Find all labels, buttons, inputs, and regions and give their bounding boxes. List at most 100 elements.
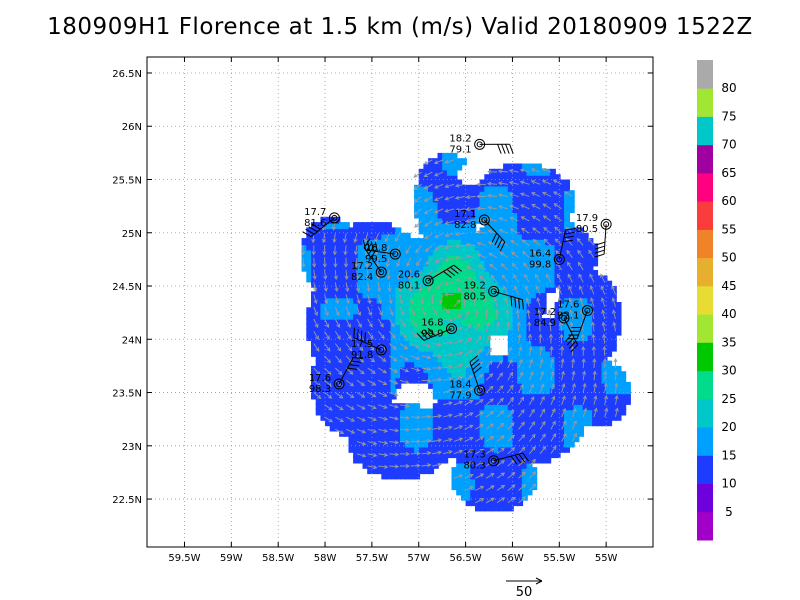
colorbar-label: 20: [721, 420, 736, 434]
colorbar-label: 65: [721, 166, 736, 180]
colorbar-swatch: [697, 370, 713, 400]
station-temperature: 17.9: [576, 213, 598, 224]
longitude-tick-label: 56W: [501, 553, 524, 564]
station-humidity: 99.8: [529, 259, 551, 270]
colorbar-label: 70: [721, 138, 736, 152]
colorbar-swatch: [697, 172, 713, 202]
station-temperature: 18.2: [449, 133, 471, 144]
station-marker: 18.477.9: [449, 355, 486, 401]
latitude-tick-label: 22.5N: [112, 495, 142, 506]
station-humidity: 92.1: [557, 311, 579, 322]
station-temperature: 17.6: [309, 373, 331, 384]
station-marker: 17.698.3: [309, 357, 364, 395]
colorbar-swatch: [697, 483, 713, 513]
station-marker: 17.980.5: [576, 213, 612, 258]
station-humidity: 98.3: [309, 384, 331, 395]
station-marker: 17.182.8: [454, 209, 506, 252]
colorbar: 5 10 15 20 25 30 35 40 45 50 55 60 65 70 75 80: [697, 60, 737, 541]
longitude-tick-label: 55W: [595, 553, 618, 564]
station-humidity: 82.4: [351, 272, 373, 283]
station-humidity: 79.1: [449, 144, 471, 155]
station-humidity: 99.5: [365, 254, 387, 265]
station-temperature: 18.4: [449, 379, 471, 390]
longitude-tick-label: 57.5W: [356, 553, 388, 564]
longitude-tick-label: 56.5W: [450, 553, 482, 564]
longitude-tick-label: 59W: [220, 553, 243, 564]
station-humidity: 82.8: [454, 220, 476, 231]
latitude-tick-label: 26N: [122, 122, 142, 133]
map-frame: [146, 56, 654, 548]
colorbar-label: 40: [721, 307, 736, 321]
longitude-tick-label: 58W: [314, 553, 337, 564]
latitude-tick-label: 25N: [122, 229, 142, 240]
station-marker: 17.282.4: [351, 239, 387, 283]
station-humidity: 80.5: [576, 224, 598, 235]
colorbar-swatch: [697, 398, 713, 428]
latitude-tick-label: 26.5N: [112, 69, 142, 80]
colorbar-swatch: [697, 201, 713, 230]
colorbar-label: 5: [725, 505, 733, 519]
colorbar-label: 55: [721, 222, 736, 236]
colorbar-label: 10: [721, 477, 736, 491]
colorbar-label: 45: [721, 279, 736, 293]
colorbar-swatch: [697, 116, 713, 146]
station-humidity: 80.5: [463, 291, 485, 302]
station-temperature: 16.4: [529, 248, 551, 259]
station-temperature: 16.8: [421, 318, 443, 329]
map-title: 180909H1 Florence at 1.5 km (m/s) Valid …: [47, 14, 753, 40]
station-temperature: 20.6: [398, 270, 420, 281]
station-temperature: 17.5: [351, 339, 373, 350]
station-temperature: 17.2: [351, 261, 373, 272]
longitude-tick-label: 55.5W: [543, 553, 575, 564]
colorbar-swatch: [697, 285, 713, 315]
station-marker: 17.692.1: [557, 300, 593, 340]
station-marker: 16.499.8: [529, 228, 576, 270]
station-temperature: 17.2: [534, 307, 556, 318]
station-marker: 20.680.1: [398, 264, 463, 292]
colorbar-swatch: [697, 60, 713, 89]
station-humidity: 80.3: [463, 461, 485, 472]
colorbar-swatch: [697, 511, 713, 541]
colorbar-swatch: [697, 314, 713, 343]
scale-arrow-label: 50: [516, 585, 533, 600]
station-humidity: 99.9: [421, 329, 443, 340]
colorbar-label: 50: [721, 251, 736, 265]
colorbar-label: 35: [721, 335, 736, 349]
station-marker: 17.591.8: [351, 327, 387, 361]
station-temperature: 17.7: [304, 207, 326, 218]
station-humidity: 84.9: [534, 318, 556, 329]
station-marker: 16.899.9: [416, 318, 458, 341]
colorbar-label: 75: [721, 110, 736, 124]
colorbar-label: 60: [721, 194, 736, 208]
colorbar-label: 30: [721, 364, 736, 378]
latitude-tick-label: 23N: [122, 442, 142, 453]
colorbar-swatch: [697, 427, 713, 456]
colorbar-label: 15: [721, 448, 736, 462]
station-humidity: 77.9: [449, 390, 471, 401]
colorbar-swatch: [697, 257, 713, 287]
station-humidity: 81.6: [304, 218, 326, 229]
latitude-axis: 26.5N 26N 25.5N 25N 24.5N 24N 23.5N 23N 22.5N: [112, 69, 653, 506]
station-humidity: 91.8: [351, 350, 373, 361]
station-temperature: 16.8: [365, 243, 387, 254]
longitude-tick-label: 58.5W: [262, 553, 294, 564]
colorbar-swatch: [697, 455, 713, 484]
colorbar-swatch: [697, 229, 713, 259]
station-temperature: 17.1: [454, 209, 476, 220]
latitude-tick-label: 25.5N: [112, 176, 142, 187]
longitude-tick-label: 59.5W: [168, 553, 200, 564]
latitude-tick-label: 24N: [122, 335, 142, 346]
longitude-axis: 59.5W 59W 58.5W 58W 57.5W 57W 56.5W 56W 55.5W 55W: [168, 57, 618, 564]
longitude-tick-label: 57W: [407, 553, 430, 564]
colorbar-swatch: [697, 144, 713, 174]
colorbar-label: 80: [721, 81, 736, 95]
map-grid: [147, 57, 653, 547]
scale-arrow: 50: [506, 577, 543, 600]
station-humidity: 80.1: [398, 281, 420, 292]
latitude-tick-label: 23.5N: [112, 389, 142, 400]
station-temperature: 19.2: [463, 280, 485, 291]
station-temperature: 17.6: [557, 300, 579, 311]
station-marker: 19.280.5: [463, 280, 524, 310]
dropsonde-stations: 18.279.117.182.817.980.517.781.616.899.5…: [302, 133, 612, 472]
